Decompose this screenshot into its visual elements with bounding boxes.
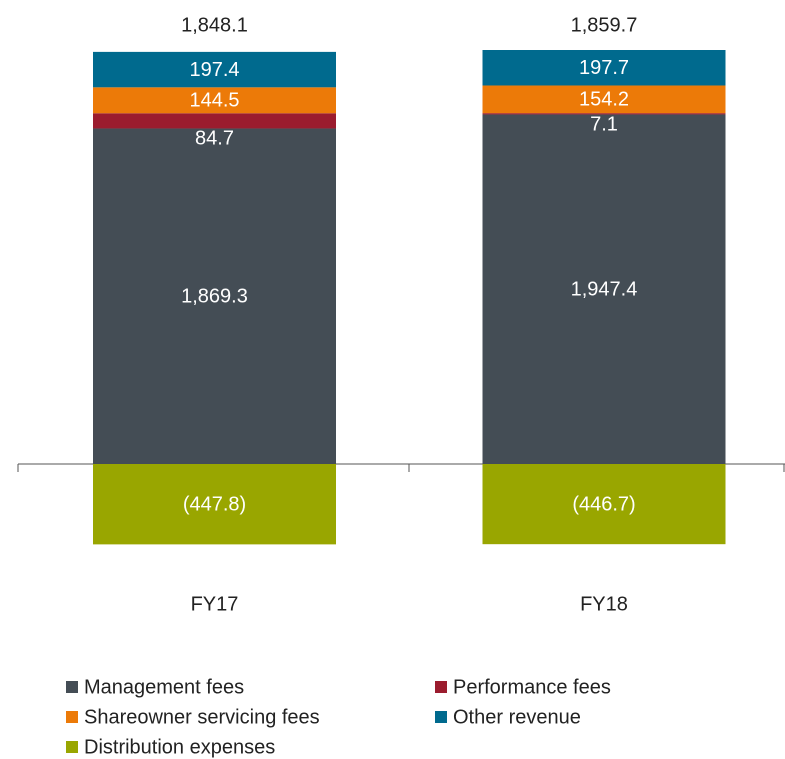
bar-segment [482, 113, 726, 115]
legend-label: Performance fees [453, 676, 611, 698]
value-label: 7.1 [590, 114, 618, 136]
value-label: 197.7 [579, 57, 629, 79]
value-label: 1,869.3 [181, 286, 248, 308]
bar-segment [93, 87, 336, 114]
bar-segment [482, 464, 726, 545]
value-label: (446.7) [572, 493, 635, 515]
legend-label: Other revenue [453, 706, 581, 728]
bar-segment [482, 50, 726, 86]
value-label: 84.7 [195, 128, 234, 150]
x-tick-label: FY17 [191, 593, 239, 615]
value-label: 154.2 [579, 89, 629, 111]
value-label: 1,947.4 [571, 279, 638, 301]
bar-segment [93, 51, 336, 88]
legend-swatch [66, 681, 78, 693]
bar-segment [93, 128, 336, 465]
legend-label: Shareowner servicing fees [84, 706, 320, 728]
x-tick-label: FY18 [580, 593, 628, 615]
legend-swatch [435, 711, 447, 723]
bar-segment [482, 85, 726, 114]
value-label: (447.8) [183, 493, 246, 515]
legend-swatch [66, 711, 78, 723]
bar-segment [93, 113, 336, 129]
value-label: 197.4 [189, 59, 239, 81]
total-label: 1,848.1 [181, 14, 248, 36]
legend-label: Management fees [84, 676, 244, 698]
value-label: 144.5 [189, 90, 239, 112]
legend-swatch [435, 681, 447, 693]
bar-segment [482, 114, 726, 465]
bar-segment [93, 464, 336, 545]
total-label: 1,859.7 [571, 14, 638, 36]
legend-swatch [66, 741, 78, 753]
legend-label: Distribution expenses [84, 736, 275, 758]
